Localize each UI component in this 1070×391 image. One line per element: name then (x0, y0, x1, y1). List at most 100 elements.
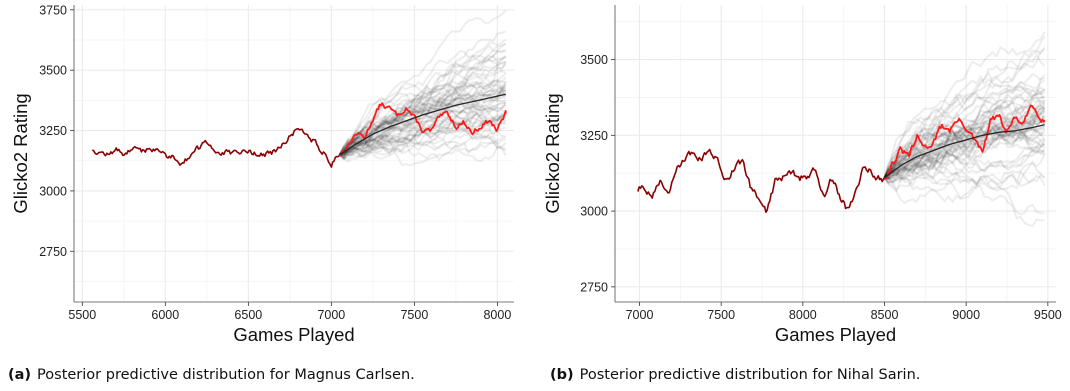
posterior-draw-line (339, 87, 507, 159)
posterior-draw-line (338, 56, 507, 156)
posterior-draw-line (338, 73, 507, 156)
posterior-draw-line (339, 101, 506, 156)
chart-panel-a: 5500 6000 6500 7000 7500 8000 2750 3000 3250 3500… (8, 3, 514, 383)
posterior-draw-line (339, 83, 507, 156)
posterior-draw-line (339, 63, 507, 156)
posterior-draw-line (339, 91, 507, 157)
posterior-draw-line (884, 31, 1046, 179)
posterior-draw-line (339, 113, 506, 161)
x-tick-label: 9000 (952, 308, 980, 322)
posterior-mean-line (884, 124, 1045, 179)
posterior-draw-line (339, 110, 507, 161)
posterior-draw-line (884, 91, 1045, 180)
posterior-draw-line (339, 84, 507, 158)
y-tick-label: 3250 (580, 129, 608, 143)
posterior-draw-line (883, 103, 1046, 179)
x-tick-label: 8000 (483, 308, 511, 322)
caption-tag-b: (b) (550, 367, 574, 383)
posterior-draw-line (883, 92, 1045, 179)
plot-background (74, 5, 514, 302)
posterior-draw-line (339, 60, 507, 156)
posterior-draw-line (883, 148, 1046, 184)
history-rating-line (91, 127, 341, 168)
posterior-draw-line (339, 136, 507, 162)
plot-area (637, 31, 1046, 228)
x-axis-title: Games Played (775, 324, 896, 345)
x-tick-label: 9500 (1034, 308, 1062, 322)
posterior-draw-line (883, 177, 1045, 228)
posterior-draw-line (339, 80, 507, 156)
caption-text-b: Posterior predictive distribution for Ni… (579, 367, 921, 383)
caption-text-a: Posterior predictive distribution for Ma… (37, 367, 415, 383)
posterior-draw-line (339, 81, 506, 156)
chart-svg-b: 7000 7500 8000 8500 9000 9500 2750 3000 3250 3500… (542, 5, 1062, 345)
x-tick-label: 7500 (400, 308, 428, 322)
posterior-draw-line (883, 36, 1046, 179)
posterior-draw-line (338, 109, 507, 156)
posterior-draw-line (884, 122, 1045, 189)
posterior-draw-line (338, 121, 506, 156)
posterior-draw-line (884, 114, 1046, 180)
posterior-draw-line (883, 132, 1045, 179)
x-tick-label: 6000 (151, 308, 179, 322)
posterior-draw-line (883, 77, 1045, 179)
posterior-draw-line (338, 83, 507, 156)
posterior-draw-line (338, 60, 507, 156)
posterior-draw-line (339, 38, 507, 156)
x-axis-title: Games Played (233, 324, 354, 345)
posterior-draw-line (338, 49, 506, 161)
posterior-draw-line (884, 159, 1046, 204)
posterior-draw-line (339, 113, 506, 161)
observed-rating-line (884, 104, 1046, 181)
posterior-draw-line (338, 89, 506, 156)
posterior-draw-line (883, 120, 1046, 193)
posterior-draw-line (883, 113, 1046, 178)
posterior-draw-line (883, 116, 1046, 182)
posterior-draw-line (884, 143, 1046, 179)
posterior-draw-line (339, 127, 506, 160)
posterior-draw-line (339, 131, 507, 156)
posterior-draw-line (884, 118, 1046, 181)
posterior-draw-line (883, 86, 1046, 179)
y-axis-title: Glicko2 Rating (10, 93, 31, 213)
plot-background (615, 5, 1056, 302)
observed-rating-line (338, 102, 507, 157)
y-tick-label: 3000 (39, 184, 67, 198)
posterior-mean-line (339, 93, 506, 156)
posterior-draw-line (884, 149, 1045, 184)
posterior-draw-line (339, 49, 507, 156)
posterior-draw-line (339, 76, 507, 156)
posterior-draw-line (883, 48, 1046, 179)
chart-svg-a: 5500 6000 6500 7000 7500 8000 2750 3000 3250 3500… (10, 3, 514, 345)
x-tick-label: 7000 (626, 308, 654, 322)
y-tick-label: 2750 (39, 245, 67, 259)
posterior-draw-line (883, 127, 1045, 179)
x-tick-label: 6500 (234, 308, 262, 322)
posterior-draw-line (339, 72, 507, 157)
posterior-draw-line (883, 100, 1045, 179)
posterior-draw-line (884, 158, 1046, 190)
posterior-draw-line (884, 153, 1046, 186)
posterior-draw-line (883, 130, 1046, 179)
posterior-draw-line (883, 148, 1045, 186)
posterior-draw-line (339, 101, 507, 157)
posterior-draw-line (884, 89, 1045, 180)
posterior-draw-line (339, 62, 506, 156)
x-tick-label: 7000 (317, 308, 345, 322)
posterior-draw-line (883, 98, 1046, 184)
history-rating-line (637, 148, 886, 213)
posterior-draw-line (339, 110, 507, 156)
posterior-draw-line (338, 89, 506, 156)
caption-a: (a) Posterior predictive distribution for… (8, 367, 415, 383)
y-tick-label: 3500 (580, 53, 608, 67)
posterior-draw-line (884, 160, 1046, 200)
posterior-draw-line (339, 118, 506, 159)
caption-tag-a: (a) (8, 367, 32, 383)
x-tick-label: 8500 (871, 308, 899, 322)
chart-panel-b: 7000 7500 8000 8500 9000 9500 2750 3000 3250 3500… (535, 0, 1070, 391)
posterior-draw-line (339, 117, 507, 156)
posterior-draw-line (339, 93, 507, 156)
posterior-draw-line (338, 9, 507, 156)
y-tick-label: 2750 (580, 280, 608, 294)
posterior-draw-line (338, 80, 506, 156)
